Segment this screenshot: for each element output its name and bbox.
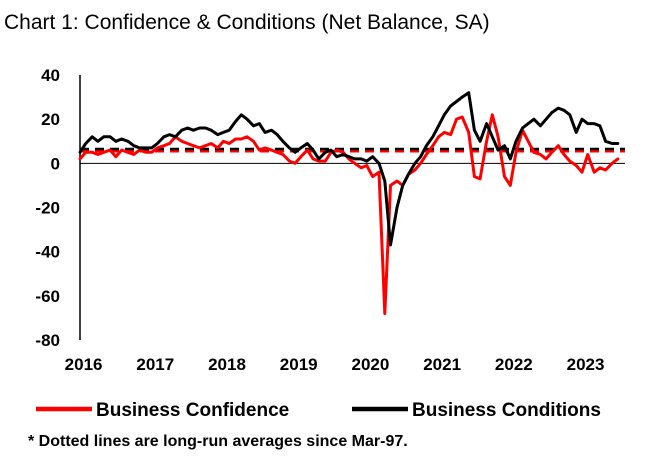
x-tick-label: 2018	[208, 355, 246, 374]
chart-title: Chart 1: Confidence & Conditions (Net Ba…	[4, 11, 490, 34]
x-tick-label: 2023	[567, 355, 605, 374]
y-tick-label: -40	[35, 243, 60, 262]
x-axis-ticks: 2016 2017 2018 2019 2020 2021 2022 2023	[65, 355, 605, 374]
x-tick-label: 2021	[423, 355, 461, 374]
x-tick-label: 2022	[495, 355, 533, 374]
x-tick-label: 2019	[280, 355, 318, 374]
y-tick-label: 20	[41, 110, 60, 129]
x-tick-label: 2016	[65, 355, 103, 374]
series-lines	[78, 91, 620, 315]
y-axis-ticks: 40 20 0 -20 -40 -60 -80	[35, 66, 60, 350]
y-tick-label: -60	[35, 287, 60, 306]
longrun-average-lines	[80, 147, 625, 153]
y-tick-label: -20	[35, 199, 60, 218]
y-tick-label: 40	[41, 66, 60, 85]
footnote: * Dotted lines are long-run averages sin…	[28, 433, 408, 450]
series-line-business-conditions	[78, 91, 620, 247]
series-line-business-confidence	[78, 113, 620, 315]
x-tick-label: 2020	[352, 355, 390, 374]
legend: Business Confidence Business Conditions	[36, 400, 601, 421]
y-tick-label: -80	[35, 331, 60, 350]
x-tick-label: 2017	[136, 355, 174, 374]
legend-label-business-conditions: Business Conditions	[412, 400, 601, 421]
legend-label-business-confidence: Business Confidence	[96, 400, 289, 421]
y-tick-label: 0	[51, 154, 60, 173]
